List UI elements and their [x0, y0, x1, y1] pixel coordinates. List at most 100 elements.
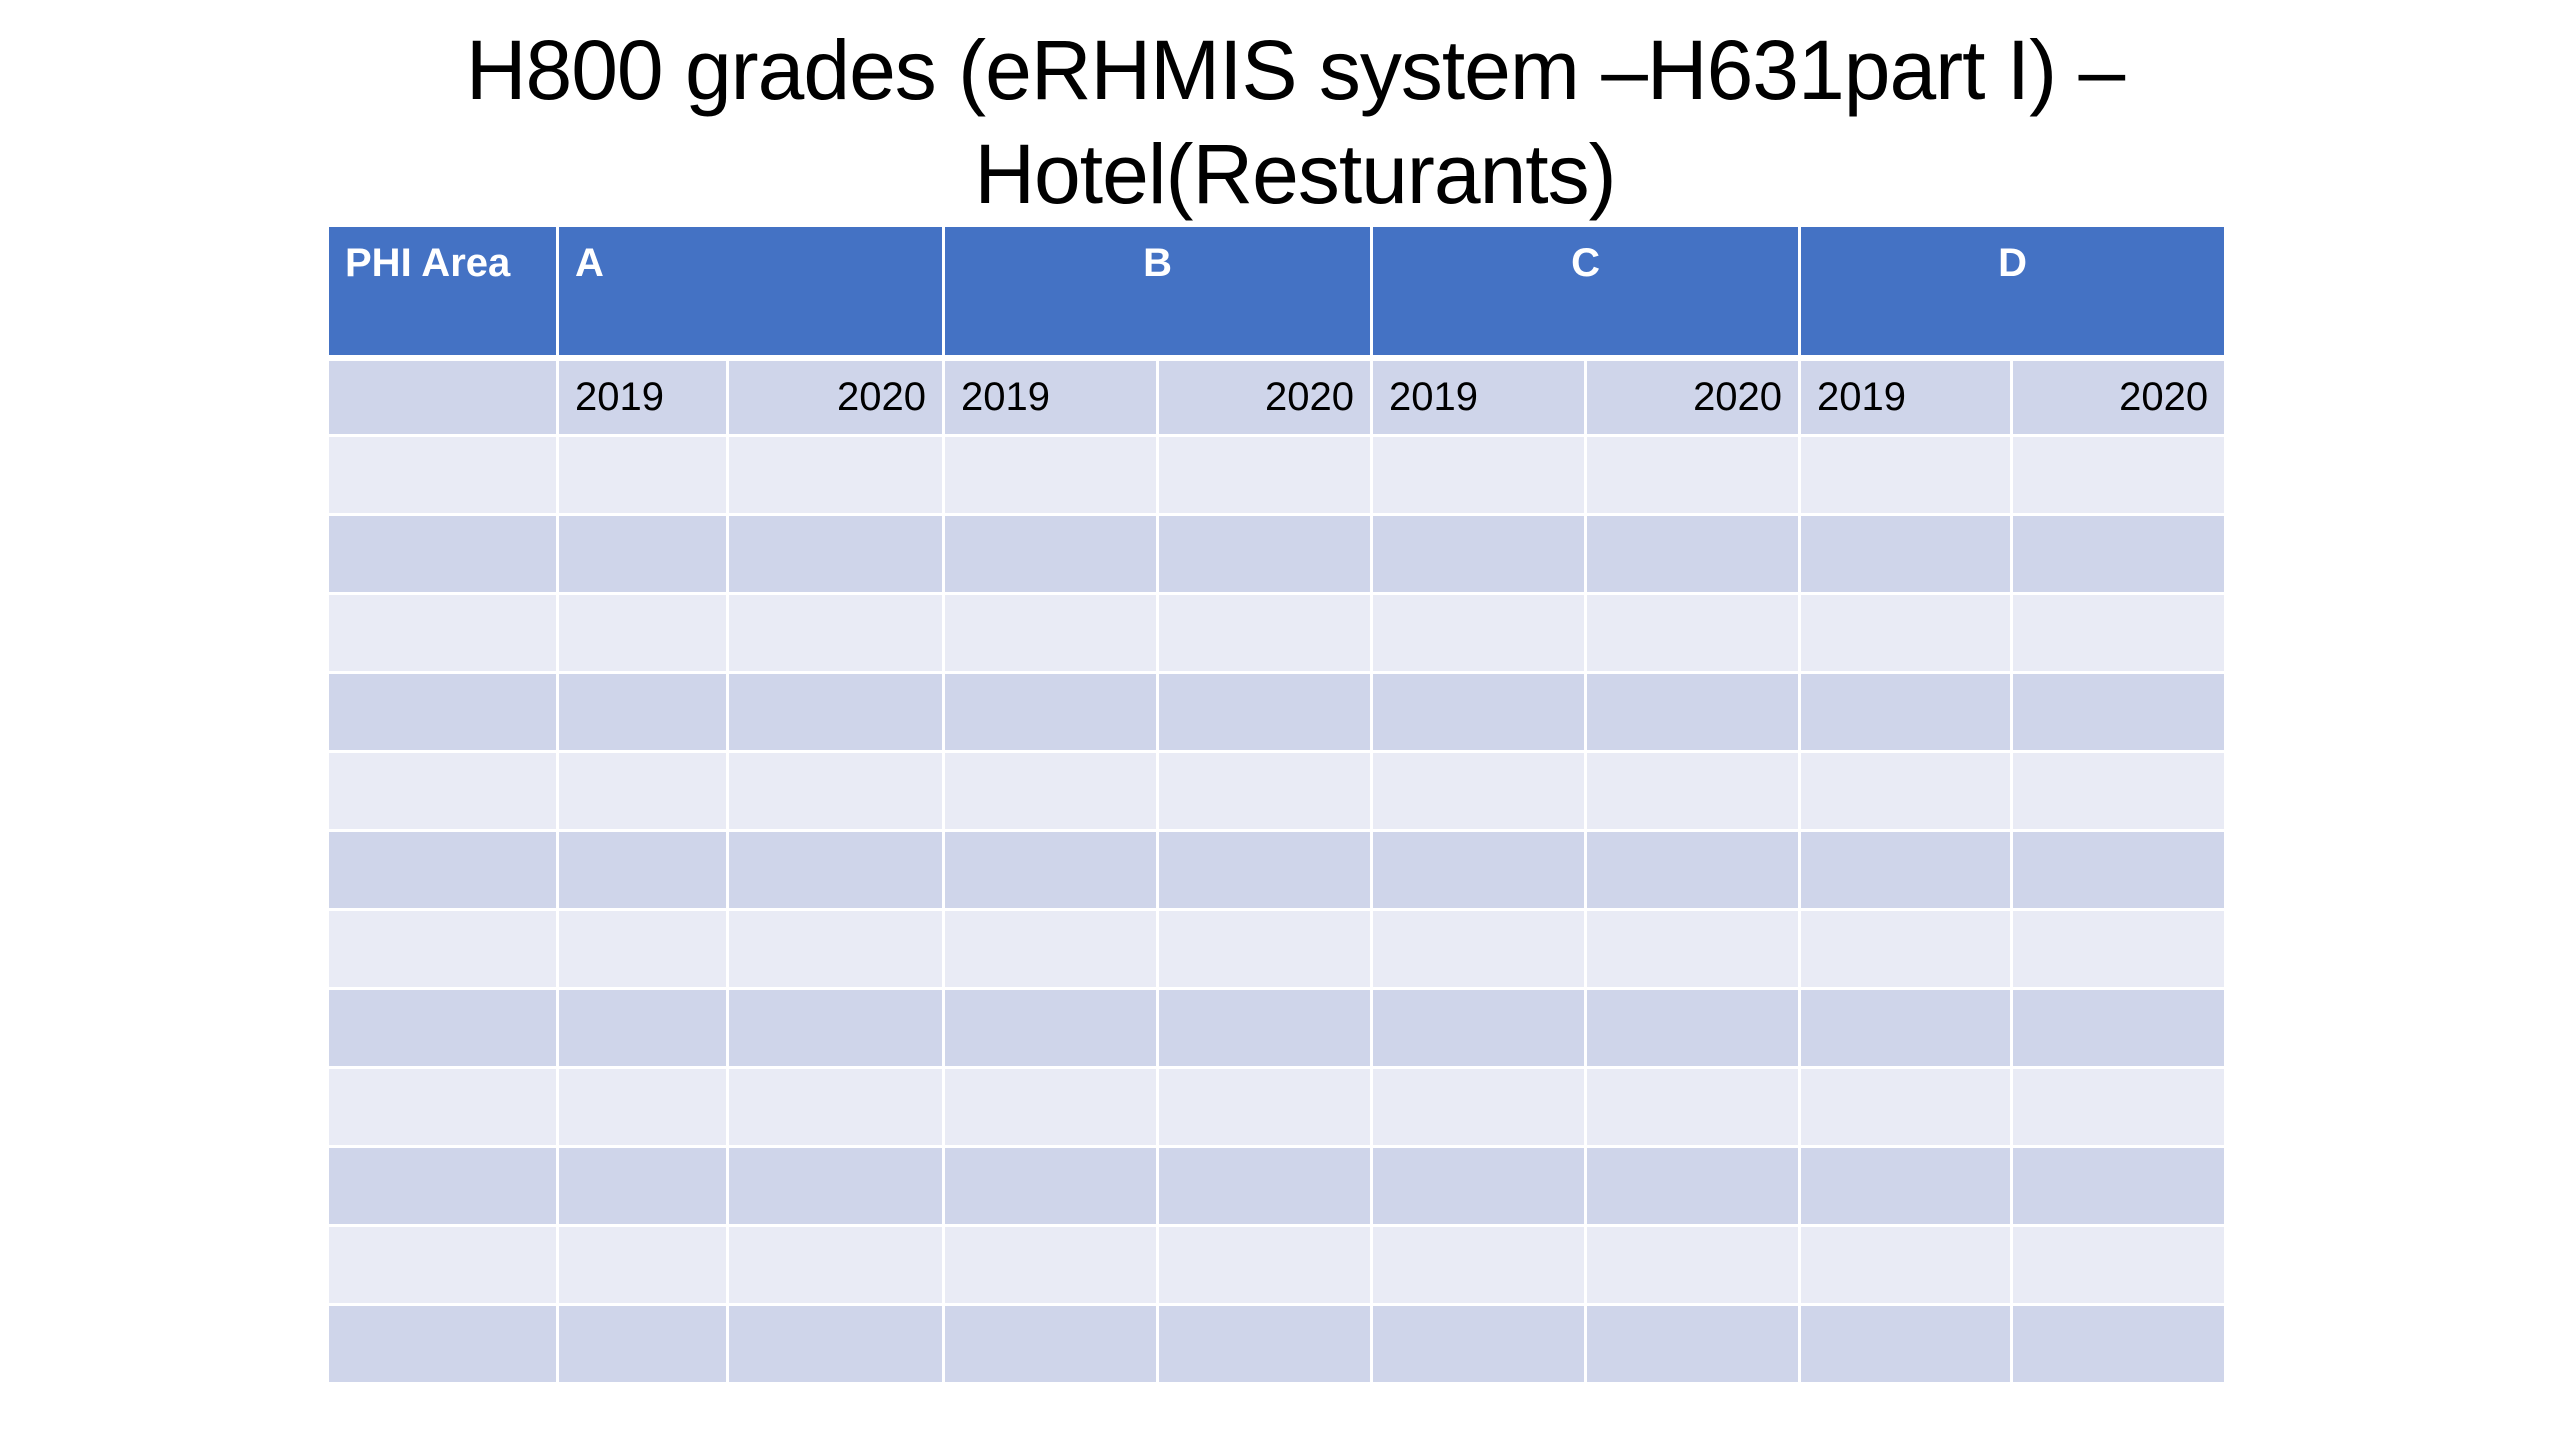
table-cell [942, 513, 1160, 595]
table-cell [556, 592, 729, 674]
table-cell [1370, 1066, 1588, 1148]
table-cell [2010, 1066, 2228, 1148]
header-group-a: A [555, 224, 946, 359]
table-cell [326, 1145, 559, 1227]
table-cell [326, 592, 559, 674]
table-cell [1584, 1145, 1802, 1227]
table-cell [1156, 1303, 1374, 1385]
table-cell [725, 908, 946, 990]
header-phi-area: PHI Area [326, 224, 559, 359]
table-cell [1798, 1145, 2014, 1227]
table-row [326, 987, 2228, 1069]
table-cell [326, 829, 559, 911]
year-cell-a-2020: 2020 [725, 356, 946, 437]
table-cell [1584, 1303, 1802, 1385]
table-cell [1370, 1303, 1588, 1385]
header-group-c: C [1370, 224, 1802, 359]
table-cell [942, 434, 1160, 516]
table-cell [556, 1224, 729, 1306]
table-cell [1156, 513, 1374, 595]
table-cell [1370, 434, 1588, 516]
table-cell [725, 513, 946, 595]
table-cell [942, 1303, 1160, 1385]
header-group-b: B [942, 224, 1374, 359]
year-cell-b-2020: 2020 [1156, 356, 1374, 437]
table-cell [1584, 513, 1802, 595]
table-cell [1798, 750, 2014, 832]
table-cell [1156, 592, 1374, 674]
table-cell [725, 592, 946, 674]
table-cell [1798, 1066, 2014, 1148]
table-cell [1370, 750, 1588, 832]
table-cell [942, 908, 1160, 990]
table-row [326, 750, 2228, 832]
table-cell [326, 1303, 559, 1385]
table-cell [556, 1303, 729, 1385]
table-cell [556, 908, 729, 990]
table-cell [1156, 750, 1374, 832]
table-cell [725, 1224, 946, 1306]
year-cell-c-2019: 2019 [1370, 356, 1588, 437]
table-cell [942, 829, 1160, 911]
year-header-row: 2019 2020 2019 2020 2019 2020 2019 2020 [326, 356, 2228, 437]
table-cell [1584, 908, 1802, 990]
table-cell [1798, 671, 2014, 753]
table-cell [1584, 750, 1802, 832]
year-cell-d-2019: 2019 [1798, 356, 2014, 437]
table-cell [1370, 592, 1588, 674]
table-cell [942, 1224, 1160, 1306]
table-cell [2010, 829, 2228, 911]
year-cell-d-2020: 2020 [2010, 356, 2228, 437]
table-row [326, 829, 2228, 911]
table-cell [942, 750, 1160, 832]
table-cell [1584, 592, 1802, 674]
table-cell [725, 1066, 946, 1148]
table-cell [1584, 434, 1802, 516]
table-cell [556, 987, 729, 1069]
table-cell [2010, 513, 2228, 595]
table-cell [326, 1066, 559, 1148]
year-cell-blank [326, 356, 559, 437]
header-group-d: D [1798, 224, 2228, 359]
table-cell [1370, 908, 1588, 990]
table-cell [556, 671, 729, 753]
table-cell [725, 671, 946, 753]
table-cell [1370, 987, 1588, 1069]
table-cell [942, 592, 1160, 674]
table-cell [556, 434, 729, 516]
table-header-row: PHI Area A B C D [326, 224, 2228, 359]
table-cell [1156, 434, 1374, 516]
table-cell [1156, 1224, 1374, 1306]
table-cell [942, 1145, 1160, 1227]
table-cell [1798, 1224, 2014, 1306]
table-cell [942, 671, 1160, 753]
table-cell [1798, 987, 2014, 1069]
table-cell [1798, 829, 2014, 911]
table-cell [1584, 671, 1802, 753]
table-cell [725, 987, 946, 1069]
table-row [326, 1145, 2228, 1227]
table-cell [326, 908, 559, 990]
table-cell [725, 829, 946, 911]
table-cell [1798, 513, 2014, 595]
table-cell [1584, 1066, 1802, 1148]
table-cell [1584, 829, 1802, 911]
table-cell [1798, 434, 2014, 516]
table-cell [1156, 987, 1374, 1069]
table-row [326, 908, 2228, 990]
table-cell [1370, 1224, 1588, 1306]
table-cell [1370, 829, 1588, 911]
table-cell [1370, 513, 1588, 595]
table-cell [2010, 1224, 2228, 1306]
table-cell [2010, 671, 2228, 753]
table-cell [556, 1145, 729, 1227]
table-cell [942, 987, 1160, 1069]
table-cell [942, 1066, 1160, 1148]
table-cell [725, 750, 946, 832]
table-row [326, 1066, 2228, 1148]
table-cell [326, 513, 559, 595]
slide-title-line-1: H800 grades (eRHMIS system –H631part I) … [465, 23, 2125, 117]
table-row [326, 434, 2228, 516]
table-cell [2010, 1145, 2228, 1227]
table-cell [326, 750, 559, 832]
